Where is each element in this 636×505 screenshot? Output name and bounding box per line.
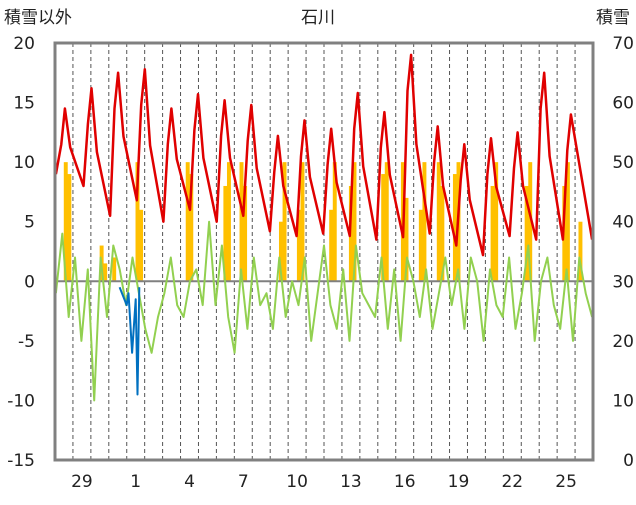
- x-tick-label: 16: [394, 472, 416, 492]
- max-temp-line: [54, 53, 594, 257]
- x-tick-label: 29: [71, 472, 93, 492]
- precip-bar: [384, 162, 389, 282]
- precip-bar: [352, 162, 357, 282]
- right-tick-label: 60: [612, 94, 634, 114]
- precip-bar: [422, 162, 427, 282]
- precip-bar: [296, 209, 301, 282]
- right-tick-label: 0: [623, 451, 634, 471]
- precip-bar: [112, 257, 117, 282]
- plot-frame: [53, 41, 595, 462]
- x-tick-label: 10: [286, 472, 308, 492]
- precip-bar: [578, 221, 583, 282]
- x-axis-ticks: 29 1 4 7 10 13 16 19 22 25: [71, 472, 577, 492]
- precip-bar: [436, 162, 441, 282]
- left-tick-label: 0: [24, 272, 35, 292]
- left-tick-label: 10: [13, 153, 35, 173]
- precip-bar: [404, 197, 409, 282]
- precip-bar: [329, 209, 334, 282]
- precip-bar: [278, 221, 283, 282]
- precip-bar: [490, 185, 495, 282]
- precip-bar: [418, 209, 423, 282]
- left-tick-label: -10: [7, 391, 35, 411]
- left-axis-ticks: 20 15 10 5 0 -5 -10 -15: [7, 34, 35, 471]
- precip-bar: [103, 263, 108, 282]
- precip-bar: [239, 162, 244, 282]
- left-tick-label: -15: [7, 451, 35, 471]
- precip-bar: [63, 162, 68, 282]
- precip-bar: [452, 174, 457, 282]
- precip-bar: [381, 174, 386, 282]
- precip-bar: [185, 162, 190, 282]
- precip-bar: [528, 162, 533, 282]
- precip-bar: [300, 162, 305, 282]
- precip-bar: [243, 185, 248, 282]
- x-tick-label: 22: [501, 472, 523, 492]
- x-tick-label: 7: [238, 472, 249, 492]
- right-tick-label: 40: [612, 213, 634, 233]
- left-tick-label: 15: [13, 94, 35, 114]
- left-tick-label: 20: [13, 34, 35, 54]
- x-tick-label: 1: [130, 472, 141, 492]
- precip-bar: [524, 185, 529, 282]
- precip-bar: [223, 185, 228, 282]
- precip-bar: [332, 162, 337, 282]
- left-axis-label: 積雪以外: [4, 8, 72, 28]
- left-tick-label: -5: [18, 332, 35, 352]
- x-tick-label: 4: [184, 472, 195, 492]
- min-temp-line: [118, 286, 141, 396]
- diff-line: [54, 220, 594, 402]
- right-axis-ticks: 70 60 50 40 30 20 10 0: [612, 34, 634, 471]
- precip-bar: [135, 162, 140, 282]
- right-tick-label: 30: [612, 272, 634, 292]
- right-tick-label: 10: [612, 391, 634, 411]
- right-tick-label: 50: [612, 153, 634, 173]
- precip-bar: [189, 174, 194, 282]
- right-axis-label: 積雪: [596, 8, 630, 28]
- precip-bar: [226, 162, 231, 282]
- chart-title: 石川: [301, 8, 335, 28]
- x-tick-label: 13: [340, 472, 362, 492]
- right-tick-label: 20: [612, 332, 634, 352]
- precip-bar: [67, 174, 72, 282]
- right-tick-label: 70: [612, 34, 634, 54]
- x-tick-label: 19: [448, 472, 470, 492]
- precip-bar: [282, 162, 287, 282]
- left-tick-label: 5: [24, 213, 35, 233]
- precip-bar: [139, 209, 144, 282]
- precip-bar: [565, 162, 570, 282]
- precip-bar: [494, 162, 499, 282]
- precip-bar: [440, 185, 445, 282]
- x-tick-label: 25: [555, 472, 577, 492]
